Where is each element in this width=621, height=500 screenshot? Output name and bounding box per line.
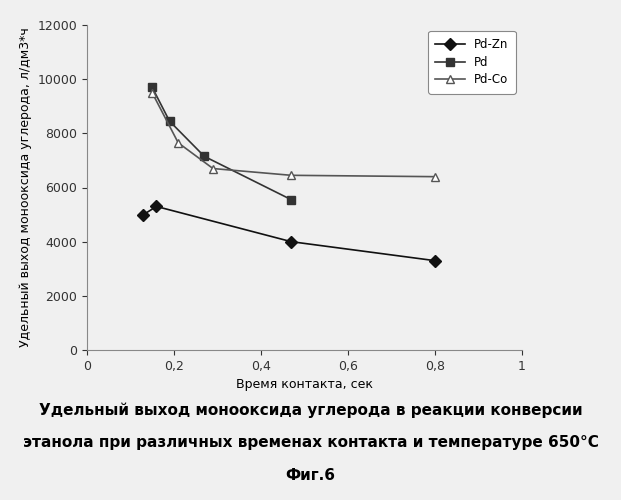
Y-axis label: Удельный выход монооксида углерода, л/дм3*ч: Удельный выход монооксида углерода, л/дм… — [19, 28, 32, 347]
Line: Pd: Pd — [148, 83, 296, 204]
Pd-Co — [209, 166, 217, 172]
Text: Фиг.6: Фиг.6 — [286, 468, 335, 482]
Pd — [201, 154, 208, 160]
Pd-Co — [148, 90, 156, 96]
Legend: Pd-Zn, Pd, Pd-Co: Pd-Zn, Pd, Pd-Co — [428, 31, 515, 94]
Line: Pd-Co: Pd-Co — [148, 88, 439, 181]
Pd-Zn — [288, 238, 295, 244]
X-axis label: Время контакта, сек: Время контакта, сек — [236, 378, 373, 392]
Pd — [148, 84, 156, 90]
Text: этанола при различных временах контакта и температуре 650°C: этанола при различных временах контакта … — [22, 435, 599, 450]
Pd-Zn — [140, 212, 147, 218]
Pd — [288, 196, 295, 202]
Pd-Co — [288, 172, 295, 178]
Pd-Co — [175, 140, 182, 146]
Text: Удельный выход монооксида углерода в реакции конверсии: Удельный выход монооксида углерода в реа… — [39, 402, 582, 418]
Pd-Zn — [431, 258, 438, 264]
Pd-Co — [431, 174, 438, 180]
Pd-Zn — [153, 204, 160, 210]
Pd — [166, 118, 173, 124]
Line: Pd-Zn: Pd-Zn — [139, 202, 439, 265]
